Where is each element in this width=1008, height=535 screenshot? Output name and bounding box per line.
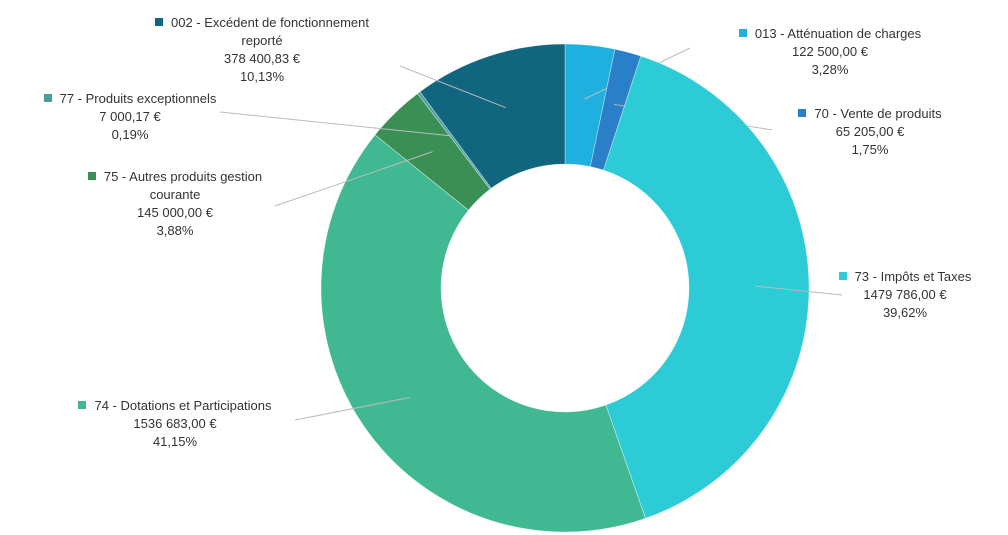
legend-marker (43, 94, 52, 102)
legend-marker (798, 109, 807, 117)
label-name-line: 002 - Excédent de fonctionnement reporté (137, 14, 387, 50)
category-label: 75 - Autres produits gestion courante (103, 169, 263, 202)
label-name-line: 70 - Vente de produits (760, 105, 980, 123)
data-label: 002 - Excédent de fonctionnement reporté… (137, 14, 387, 86)
slice (603, 55, 810, 519)
amount-label: 122 500,00 € (792, 44, 868, 59)
percent-label: 3,88% (156, 223, 194, 238)
amount-label: 65 205,00 € (835, 124, 905, 139)
label-name-line: 013 - Atténuation de charges (720, 25, 940, 43)
leader-line (219, 111, 452, 137)
legend-marker (838, 272, 847, 280)
percent-label: 39,62% (882, 305, 928, 320)
amount-label: 1536 683,00 € (133, 416, 217, 431)
data-label: 70 - Vente de produits 65 205,00 € 1,75% (760, 105, 980, 159)
category-label: 77 - Produits exceptionnels (59, 91, 217, 106)
leader-line (294, 397, 410, 421)
percent-label: 0,19% (111, 127, 149, 142)
category-label: 013 - Atténuation de charges (754, 26, 922, 41)
percent-label: 3,28% (811, 62, 849, 77)
data-label: 75 - Autres produits gestion courante 145… (68, 168, 283, 240)
category-label: 002 - Excédent de fonctionnement reporté (170, 15, 370, 48)
data-label: 013 - Atténuation de charges 122 500,00 €… (720, 25, 940, 79)
amount-label: 1479 786,00 € (863, 287, 947, 302)
legend-marker (87, 172, 96, 180)
category-label: 73 - Impôts et Taxes (854, 269, 972, 284)
category-label: 70 - Vente de produits (814, 106, 942, 121)
data-label: 73 - Impôts et Taxes 1479 786,00 € 39,62% (805, 268, 1005, 322)
label-name-line: 74 - Dotations et Participations (35, 397, 315, 415)
category-label: 74 - Dotations et Participations (94, 398, 272, 413)
label-name-line: 75 - Autres produits gestion courante (68, 168, 283, 204)
leader-line (399, 65, 506, 109)
amount-label: 7 000,17 € (99, 109, 161, 124)
legend-marker (154, 18, 163, 26)
percent-label: 41,15% (152, 434, 198, 449)
amount-label: 378 400,83 € (224, 51, 300, 66)
percent-label: 1,75% (851, 142, 889, 157)
leader-line (274, 151, 433, 207)
data-label: 77 - Produits exceptionnels 7 000,17 € 0,1… (5, 90, 255, 144)
leader-line (754, 285, 843, 296)
percent-label: 10,13% (239, 69, 285, 84)
slice (419, 43, 566, 189)
label-name-line: 77 - Produits exceptionnels (5, 90, 255, 108)
label-name-line: 73 - Impôts et Taxes (805, 268, 1005, 286)
data-label: 74 - Dotations et Participations 1536 683… (35, 397, 315, 451)
slice (320, 134, 646, 533)
legend-marker (738, 29, 747, 37)
legend-marker (78, 401, 87, 409)
amount-label: 145 000,00 € (137, 205, 213, 220)
